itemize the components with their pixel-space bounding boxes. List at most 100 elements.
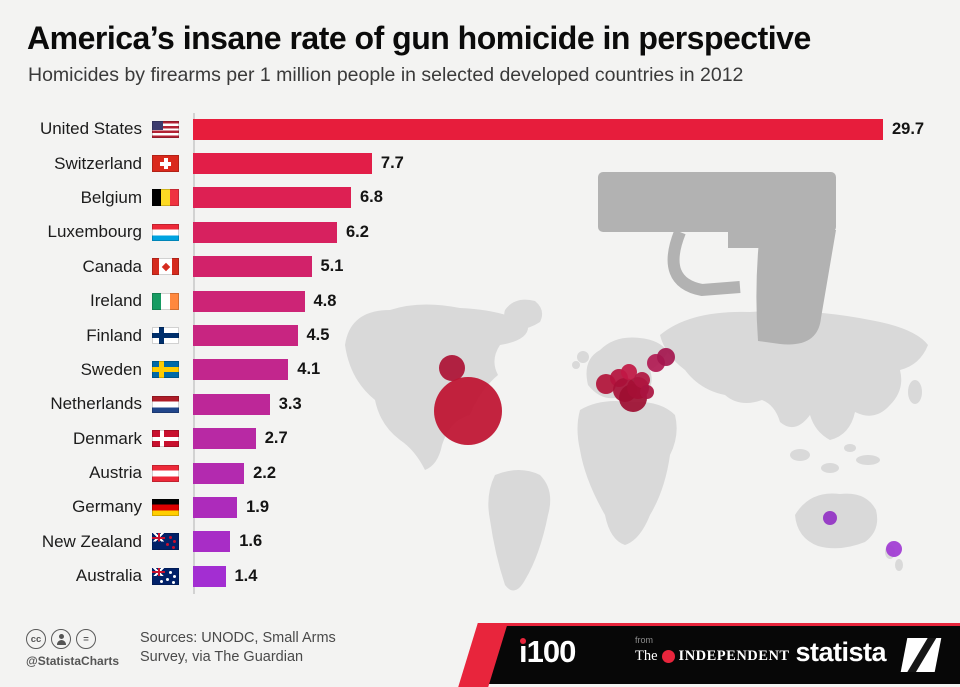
country-label: Switzerland	[54, 153, 142, 173]
footer-brand-bar: i100 from The INDEPENDENT statista	[458, 623, 960, 687]
south-america	[488, 470, 551, 591]
map-bubble	[886, 541, 902, 557]
value-label: 1.4	[234, 566, 258, 585]
map-bubble	[621, 364, 637, 380]
value-bar	[193, 153, 372, 175]
north-america	[345, 304, 529, 470]
bar-row: Austria 2.2	[20, 456, 960, 490]
value-label: 4.8	[313, 291, 337, 310]
se-flag-icon	[152, 361, 179, 379]
map-bubble	[434, 377, 502, 445]
sources-line-2: Survey, via The Guardian	[140, 649, 304, 665]
nl-flag-icon	[152, 395, 179, 413]
gun-grip	[756, 230, 836, 345]
bar-track: 6.2	[193, 221, 960, 243]
gun-silhouette	[598, 172, 836, 345]
bar-row: United States 29.7	[20, 112, 960, 146]
value-label: 6.8	[360, 188, 383, 207]
page-title: America’s insane rate of gun homicide in…	[27, 20, 811, 56]
country-label: New Zealand	[41, 531, 142, 551]
value-label: 2.2	[253, 463, 277, 482]
dk-flag-icon	[152, 430, 179, 448]
gun-frame	[728, 230, 766, 248]
ie-flag-icon	[152, 292, 179, 310]
country-label: United States	[39, 119, 142, 139]
value-bar	[193, 531, 231, 553]
be-flag-icon	[152, 189, 179, 207]
bar-row: Netherlands 3.3	[20, 387, 960, 421]
bar-track: 7.7	[193, 153, 960, 175]
us-flag-icon	[152, 120, 179, 138]
nz-flag-icon	[152, 533, 179, 551]
nd-icon-label: =	[83, 633, 89, 645]
value-bar	[193, 118, 883, 140]
value-label: 3.3	[278, 394, 302, 413]
value-label: 4.1	[297, 360, 321, 379]
map-bubble	[657, 348, 675, 366]
bar-track: 5.1	[193, 256, 960, 278]
world-map	[345, 172, 928, 591]
person-body	[56, 639, 66, 645]
country-label: Denmark	[73, 428, 142, 448]
value-bar	[193, 221, 337, 243]
bar-track: 1.6	[193, 531, 960, 553]
ch-flag-icon	[152, 155, 179, 173]
value-bar	[193, 256, 312, 278]
au-flag-icon	[152, 567, 179, 585]
japan	[908, 380, 922, 404]
country-label: Australia	[75, 566, 142, 586]
uk	[577, 351, 589, 363]
fi-flag-icon	[152, 327, 179, 345]
sources-note: Sources: UNODC, Small Arms Survey, via T…	[140, 629, 336, 667]
country-label: Sweden	[80, 359, 142, 379]
country-label: Ireland	[90, 291, 142, 311]
bar-row: Ireland 4.8	[20, 284, 960, 318]
indonesia-4	[844, 444, 856, 452]
indonesia-2	[821, 463, 839, 473]
value-bar	[193, 496, 238, 518]
cc-icon: cc	[26, 629, 46, 649]
bar-row: Australia 1.4	[20, 559, 960, 593]
country-label: Belgium	[80, 187, 142, 207]
independent-the: The	[635, 648, 658, 664]
greenland	[504, 299, 543, 330]
i100-logo: i100	[519, 634, 576, 669]
y-axis-line	[193, 113, 195, 594]
value-label: 4.5	[306, 326, 330, 345]
bar-track: 2.7	[193, 428, 960, 450]
footer: cc = @StatistaCharts Sources: UNODC, Sma…	[0, 623, 960, 687]
value-bar	[193, 565, 226, 587]
lu-flag-icon	[152, 223, 179, 241]
bar-row: Canada 5.1	[20, 250, 960, 284]
independent-logo: from The INDEPENDENT	[635, 635, 790, 665]
bar-track: 6.8	[193, 187, 960, 209]
bar-track: 1.9	[193, 496, 960, 518]
bar-row: Belgium 6.8	[20, 181, 960, 215]
indonesia-1	[790, 449, 810, 461]
gun-trigger-guard	[667, 229, 741, 297]
map-bubble	[439, 355, 465, 381]
value-bar	[193, 290, 305, 312]
ireland-isle	[572, 361, 580, 369]
value-bar	[193, 462, 245, 484]
bar-chart: United States 29.7 Switzerland 7.7 Belgium 6.…	[20, 112, 960, 593]
bar-row: Luxembourg 6.2	[20, 215, 960, 249]
bar-track: 4.1	[193, 359, 960, 381]
value-bar	[193, 325, 298, 347]
independent-wordmark: The INDEPENDENT	[635, 648, 790, 665]
bar-row: Finland 4.5	[20, 318, 960, 352]
asia	[660, 311, 928, 440]
map-bubble	[640, 385, 654, 399]
value-label: 2.7	[264, 429, 288, 448]
bar-track: 4.5	[193, 325, 960, 347]
from-label: from	[635, 635, 653, 645]
country-label: Netherlands	[50, 394, 142, 414]
no-derivatives-icon: =	[76, 629, 96, 649]
value-label: 1.9	[246, 497, 270, 516]
value-bar	[193, 393, 270, 415]
gun-slide	[598, 172, 836, 232]
value-bar	[193, 428, 256, 450]
bar-row: Switzerland 7.7	[20, 146, 960, 180]
statista-charts-handle: @StatistaCharts	[26, 654, 120, 668]
country-label: Finland	[86, 325, 142, 345]
